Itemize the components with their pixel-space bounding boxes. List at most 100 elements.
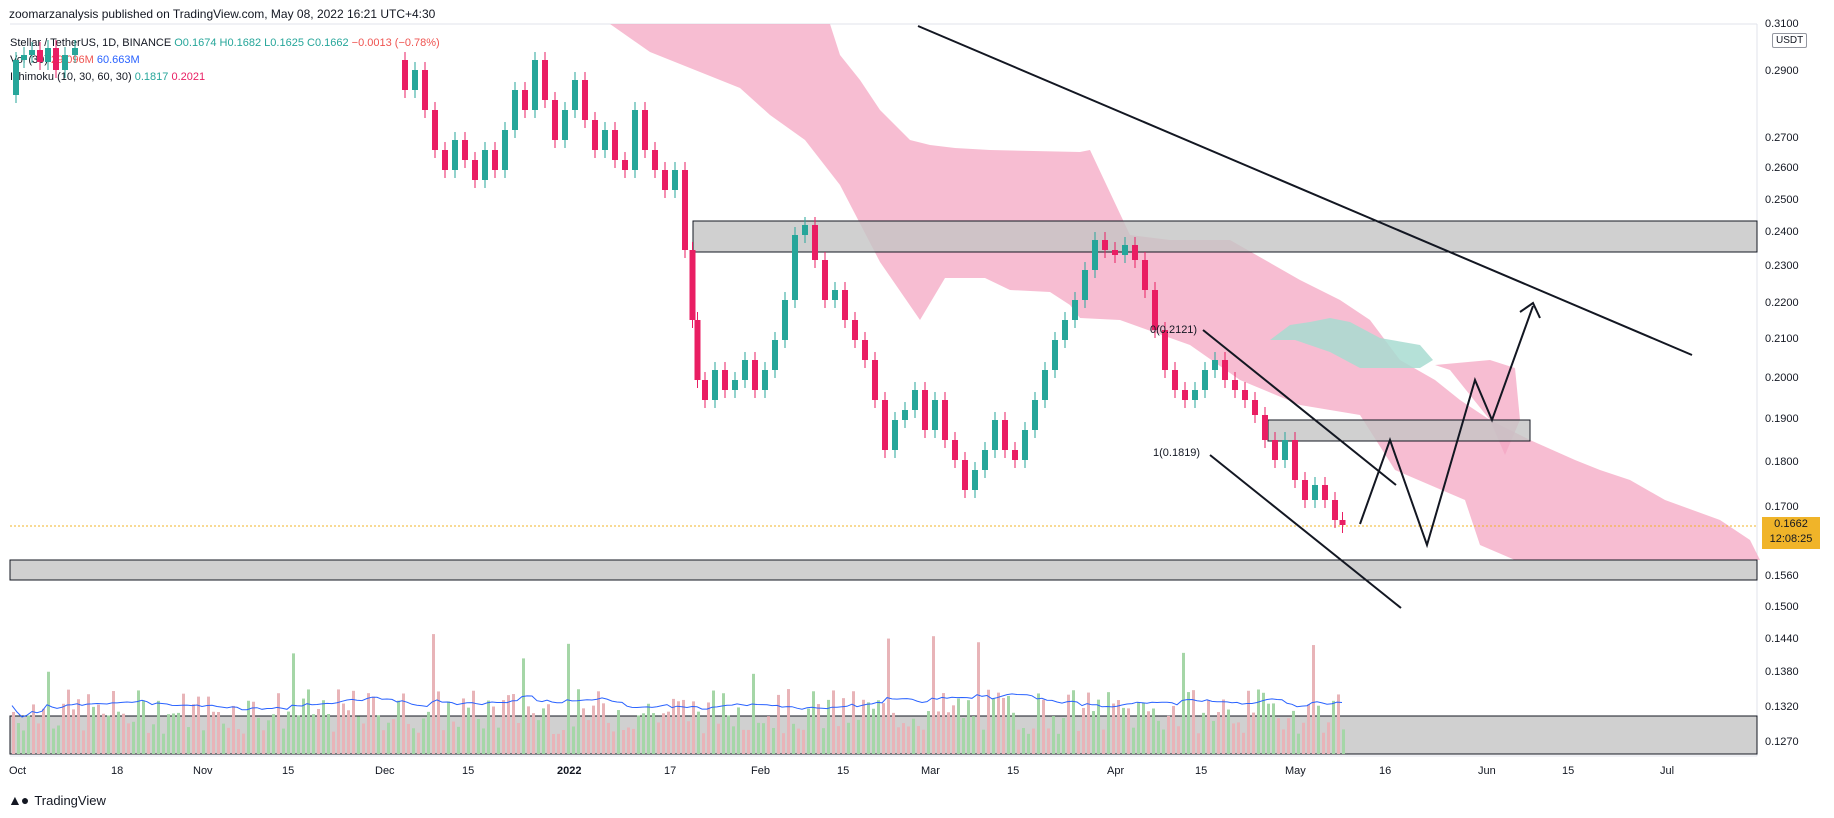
volume-bar: [922, 729, 925, 754]
volume-bar: [1052, 716, 1055, 754]
volume-bar: [222, 723, 225, 754]
price-axis-label: 0.3100: [1765, 18, 1799, 30]
volume-bar: [552, 733, 555, 754]
volume-bar: [27, 715, 30, 754]
volume-bar: [157, 700, 160, 754]
volume-bar: [1012, 712, 1015, 754]
candle-body: [672, 170, 678, 190]
volume-bar: [792, 723, 795, 754]
volume-bar: [587, 720, 590, 754]
volume-bar: [967, 700, 970, 754]
volume-bar: [402, 693, 405, 754]
volume-bar: [352, 690, 355, 754]
candle-body: [412, 70, 418, 90]
volume-bar: [1337, 694, 1340, 754]
candlesticks: [13, 40, 1346, 533]
candle-body: [1322, 485, 1328, 500]
projection-arrowhead: [1519, 301, 1541, 319]
candle-body: [522, 90, 528, 110]
candle-body: [1012, 450, 1018, 460]
volume-bar: [172, 713, 175, 754]
time-axis-label: Oct: [9, 765, 26, 777]
volume-bar: [42, 708, 45, 754]
price-axis-label: 0.2700: [1765, 132, 1799, 144]
volume-bar: [1272, 703, 1275, 754]
price-axis-label: 0.2100: [1765, 333, 1799, 345]
candle-body: [472, 160, 478, 180]
volume-bar: [947, 712, 950, 754]
price-axis-label: 0.2000: [1765, 372, 1799, 384]
candle-body: [1032, 400, 1038, 430]
volume-bar: [977, 642, 980, 754]
volume-bar: [182, 693, 185, 754]
volume-bar: [107, 715, 110, 754]
candle-body: [21, 55, 27, 60]
volume-bar: [407, 723, 410, 754]
volume-bar: [497, 727, 500, 754]
volume-bar: [147, 732, 150, 754]
volume-bar: [1192, 690, 1195, 754]
volume-bar: [97, 704, 100, 754]
time-axis-label: 15: [1195, 765, 1207, 777]
volume-bar: [522, 658, 525, 754]
volume-bar: [622, 729, 625, 754]
descending-trendline: [917, 25, 1693, 356]
volume-bar: [572, 726, 575, 754]
candle-body: [812, 225, 818, 260]
volume-bar: [1167, 715, 1170, 754]
price-axis-label: 0.1700: [1765, 501, 1799, 513]
candle-body: [562, 110, 568, 140]
volume-bar: [1082, 707, 1085, 754]
volume-bar: [1227, 709, 1230, 754]
volume-bar: [667, 711, 670, 754]
volume-bar: [942, 693, 945, 754]
volume-bar: [1182, 652, 1185, 754]
volume-bar: [1047, 728, 1050, 754]
volume-bar: [332, 731, 335, 754]
candle-body: [62, 55, 68, 70]
volume-bar: [1057, 733, 1060, 754]
volume-bar: [432, 634, 435, 754]
candle-body: [792, 235, 798, 300]
price-axis-label: 0.2600: [1765, 162, 1799, 174]
volume-bar: [1317, 705, 1320, 754]
currency-unit-badge[interactable]: USDT: [1772, 33, 1808, 48]
volume-bar: [842, 698, 845, 754]
volume-bar: [17, 723, 20, 754]
candle-body: [422, 70, 428, 110]
volume-bar: [1287, 718, 1290, 754]
volume-bar: [377, 715, 380, 754]
volume-bar: [317, 709, 320, 754]
volume-bar: [382, 730, 385, 754]
volume-bar: [267, 720, 270, 754]
candle-body: [602, 130, 608, 150]
volume-bar: [677, 701, 680, 754]
candle-body: [1272, 440, 1278, 460]
candle-body: [632, 110, 638, 170]
candle-body: [72, 48, 78, 55]
volume-bar: [132, 721, 135, 754]
volume-bar: [597, 691, 600, 754]
volume-bar: [1157, 720, 1160, 754]
candle-body: [582, 80, 588, 120]
candle-body: [1242, 390, 1248, 400]
volume-bar: [137, 690, 140, 754]
volume-bar: [122, 713, 125, 754]
ichimoku-indicator-name[interactable]: Ichimoku (10, 30, 60, 30): [10, 71, 132, 83]
volume-bar: [217, 712, 220, 754]
volume-bar: [702, 733, 705, 754]
legend-ohlc-row: Stellar / TetherUS, 1D, BINANCE O0.1674 …: [10, 35, 440, 52]
volume-bar: [347, 710, 350, 754]
volume-bar: [867, 702, 870, 754]
symbol-label[interactable]: Stellar / TetherUS, 1D, BINANCE: [10, 37, 172, 49]
volume-bar: [467, 707, 470, 754]
volume-bar: [417, 732, 420, 754]
volume-bar: [567, 643, 570, 754]
volume-bar: [1222, 699, 1225, 754]
volume-bar: [747, 729, 750, 754]
volume-bar: [192, 704, 195, 754]
volume-bar: [582, 708, 585, 754]
candle-body: [982, 450, 988, 470]
candle-body: [1192, 390, 1198, 400]
